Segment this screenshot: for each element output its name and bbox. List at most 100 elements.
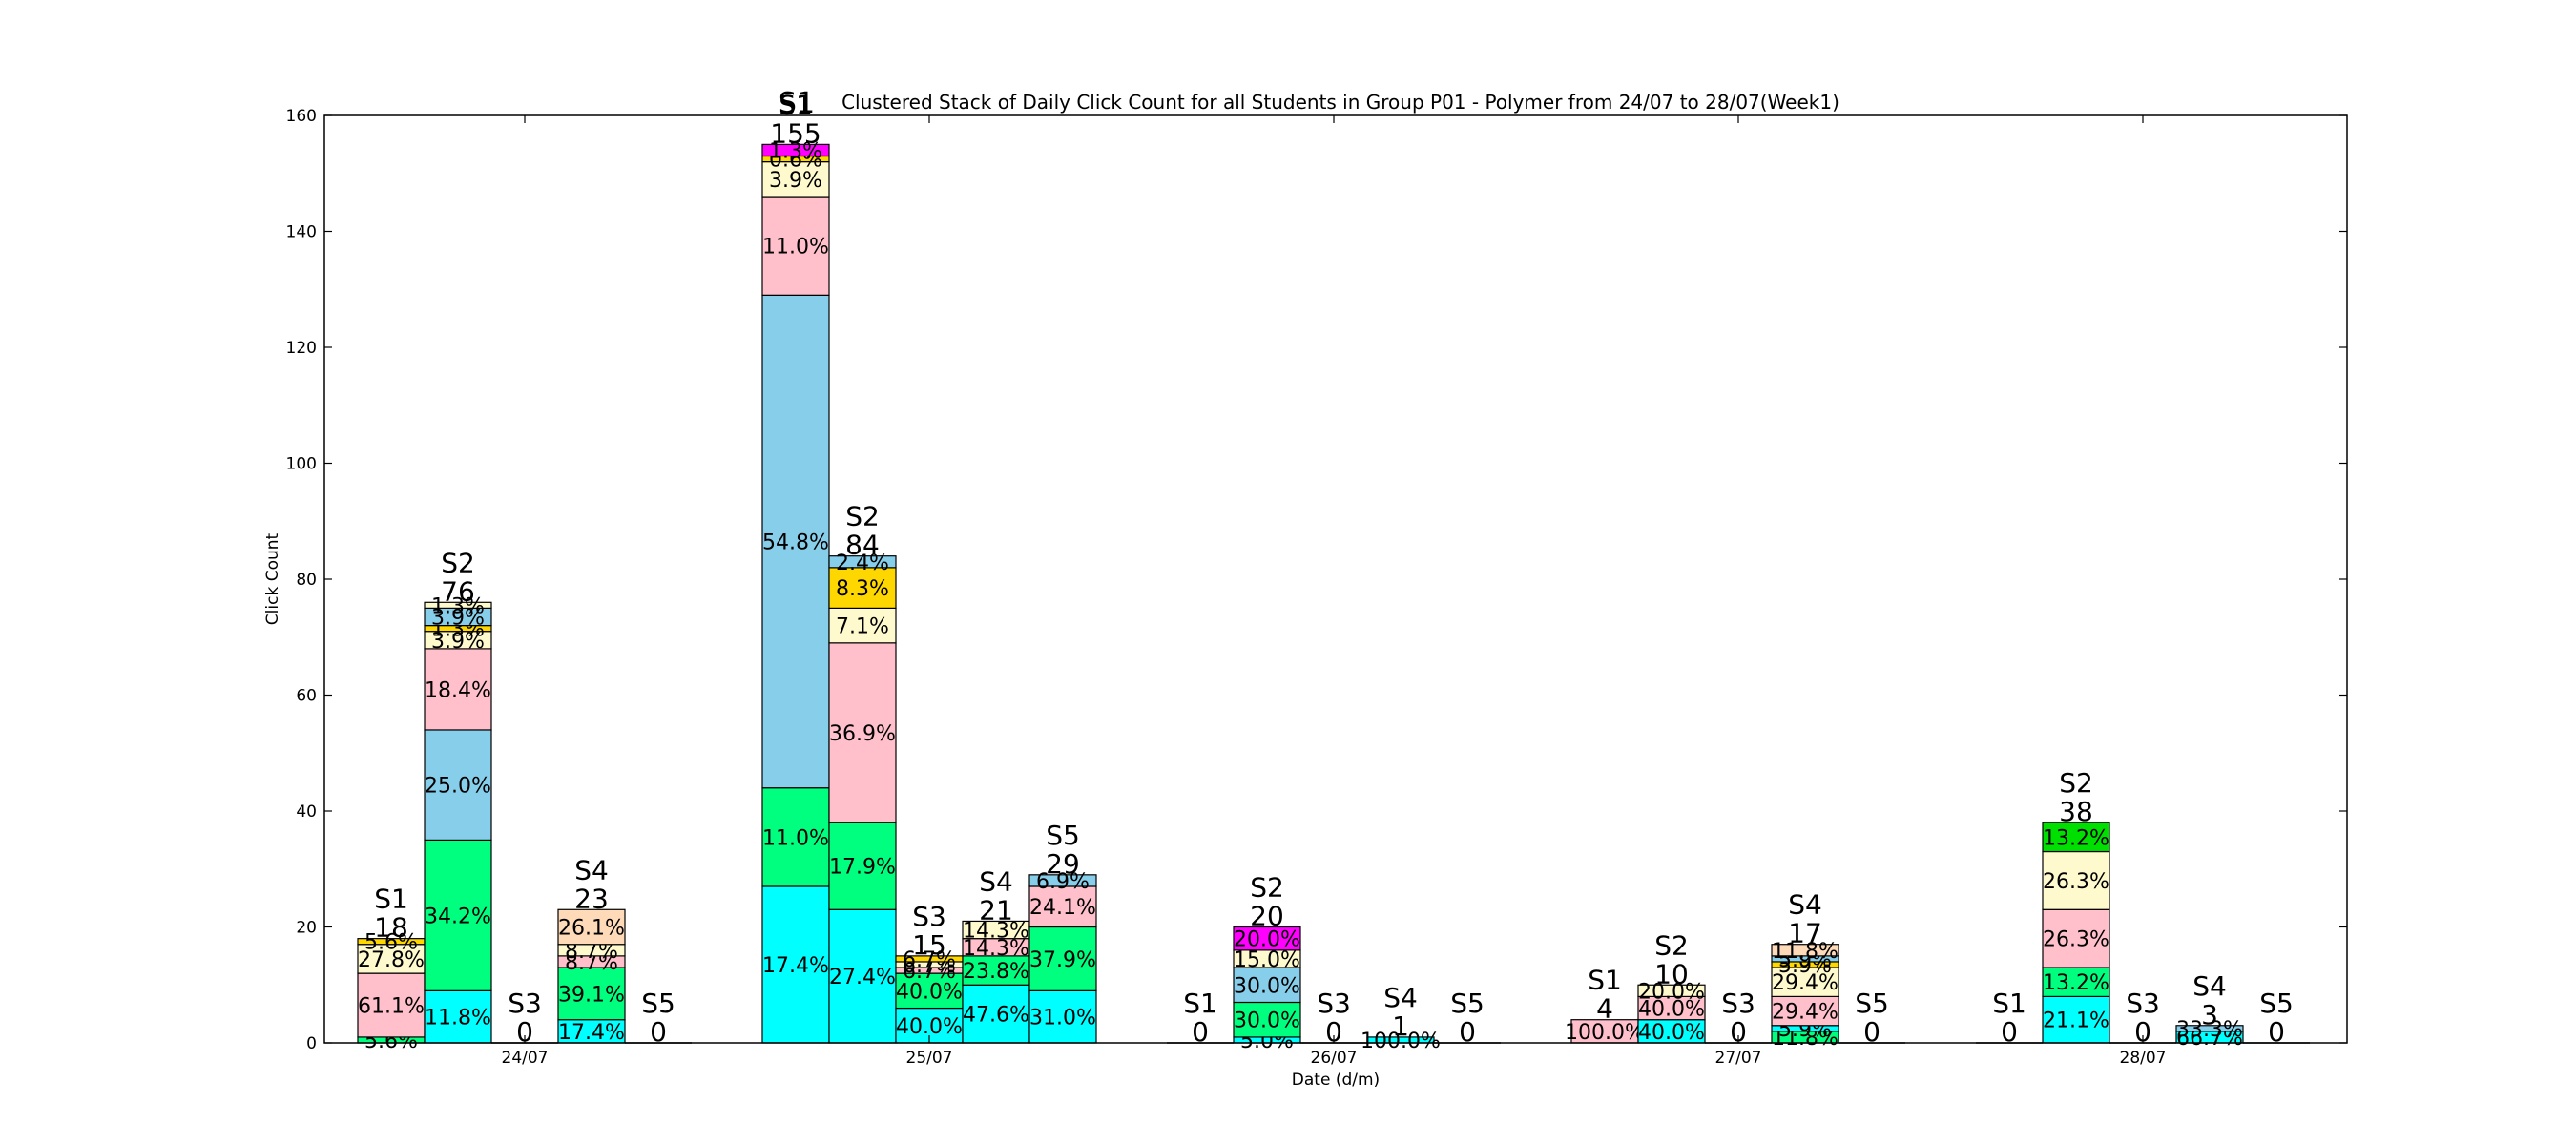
x-tick-label: 28/07: [2120, 1049, 2167, 1068]
segment-label: 17.9%: [829, 856, 896, 880]
segment-label: 26.3%: [2043, 928, 2109, 952]
bar-student-label: S2: [1654, 929, 1689, 961]
bar-segment: [424, 839, 492, 991]
segment-label: 18.4%: [425, 678, 491, 702]
segment-label: 27.4%: [829, 966, 896, 989]
bar-student-label: S5: [2259, 988, 2294, 1019]
bar-segment: [557, 1019, 626, 1044]
segment-label: 30.0%: [1234, 1010, 1300, 1033]
bar-student-label: S1: [1183, 988, 1217, 1019]
bar-total-label: 1: [1392, 1010, 1409, 1042]
bar-student-label: S4: [1788, 889, 1822, 921]
segment-label: 6.7%: [903, 948, 956, 972]
bar-total-label: 10: [1654, 958, 1689, 989]
bar-segment: [2042, 908, 2110, 968]
segment-label: 13.2%: [2043, 971, 2109, 995]
bar-segment: [424, 729, 492, 841]
bar-segment: [761, 196, 830, 296]
bar-segment: [1570, 1019, 1639, 1044]
bar-segment: [1028, 885, 1097, 928]
bar-segment: [424, 648, 492, 731]
bar-student-label: S3: [1317, 988, 1351, 1019]
bar-segment: [424, 601, 492, 609]
bar-total-label: 155: [770, 117, 821, 149]
y-axis-label: Click Count: [263, 532, 282, 625]
y-tick-label: 80: [296, 571, 317, 590]
bar-segment: [761, 885, 830, 1044]
segment-label: 40.0%: [1638, 1021, 1705, 1045]
bar-total-label: 20: [1250, 901, 1284, 932]
bar-segment: [557, 908, 626, 946]
segment-label: 100.0%: [1361, 1030, 1441, 1053]
y-tick-label: 100: [286, 455, 317, 474]
y-tick-label: 20: [296, 919, 317, 938]
y-tick-label: 0: [306, 1034, 317, 1053]
bar-segment: [828, 607, 897, 644]
bar-student-label: S4: [1383, 982, 1418, 1013]
bar-total-label: 84: [845, 530, 880, 561]
segment-label: 34.2%: [425, 905, 491, 928]
stacked-bar: 100.0% S14: [1565, 965, 1645, 1045]
segment-label: 36.9%: [829, 722, 896, 746]
segment-label: 40.0%: [896, 980, 963, 1004]
bar-student-label: S5: [1046, 820, 1080, 851]
segment-label: 27.8%: [358, 948, 425, 972]
bar-student-label: S2: [2059, 767, 2093, 799]
segment-label: 17.4%: [762, 954, 829, 978]
bar-total-label: 17: [1788, 918, 1822, 949]
y-tick-label: 60: [296, 687, 317, 706]
segment-label: 26.1%: [558, 917, 625, 941]
bar-segment: [828, 908, 897, 1044]
segment-label: 1.3%: [769, 139, 822, 163]
bar-total-label: 76: [441, 575, 475, 607]
bar-student-label: S3: [2126, 988, 2160, 1019]
stacked-bar: S30: [2109, 988, 2176, 1048]
stacked-bar: S30: [1705, 988, 1772, 1048]
segment-label: 40.0%: [1638, 998, 1705, 1022]
bar-total-label: 38: [2059, 796, 2093, 827]
bar-student-label: S3: [508, 988, 542, 1019]
segment-label: 37.9%: [1029, 948, 1096, 972]
bar-student-label: S5: [1855, 988, 1889, 1019]
stacked-bar: 66.7%33.3%S43: [2175, 970, 2244, 1051]
bar-clusters: 5.6%61.1%27.8%5.6%S11811.8%34.2%25.0%18.…: [357, 89, 2310, 1053]
bar-student-label: S5: [641, 988, 675, 1019]
segment-label: 26.3%: [2043, 870, 2109, 894]
bar-segment: [1028, 926, 1097, 991]
y-tick-label: 120: [286, 339, 317, 358]
segment-label: 47.6%: [963, 1004, 1029, 1028]
bar-segment: [357, 944, 426, 974]
segment-label: 33.3%: [2176, 1018, 2243, 1042]
bar-student-label: S4: [979, 865, 1013, 897]
segment-label: 40.0%: [896, 1015, 963, 1039]
bar-cluster: 17.4%11.0%54.8%11.0%3.9%0.6%1.3%S115527.…: [761, 89, 1097, 1044]
x-tick-label: 27/07: [1715, 1049, 1762, 1068]
segment-label: 7.1%: [836, 615, 889, 639]
y-tick-label: 160: [286, 107, 317, 126]
segment-label: 25.0%: [425, 775, 491, 799]
segment-label: 11.8%: [425, 1007, 491, 1030]
segment-label: 14.3%: [963, 937, 1029, 961]
bar-segment: [1028, 989, 1097, 1044]
bar-segment: [761, 143, 830, 157]
bar-total-label: 0: [2001, 1016, 2018, 1048]
segment-label: 30.0%: [1234, 974, 1300, 998]
bar-total-label: 0: [1325, 1016, 1342, 1048]
bar-student-label: S1: [1992, 988, 2026, 1019]
bar-student-label: S3: [1721, 988, 1755, 1019]
bar-student-label: S4: [2192, 970, 2227, 1002]
stacked-bar: S50: [625, 988, 692, 1048]
bar-segment: [1637, 984, 1706, 997]
segment-label: 24.1%: [1029, 896, 1096, 920]
bar-total-label: 0: [2134, 1016, 2151, 1048]
segment-label: 15.0%: [1234, 948, 1300, 972]
segment-label: 100.0%: [1565, 1021, 1645, 1045]
bar-total-label: 29: [1046, 848, 1080, 880]
